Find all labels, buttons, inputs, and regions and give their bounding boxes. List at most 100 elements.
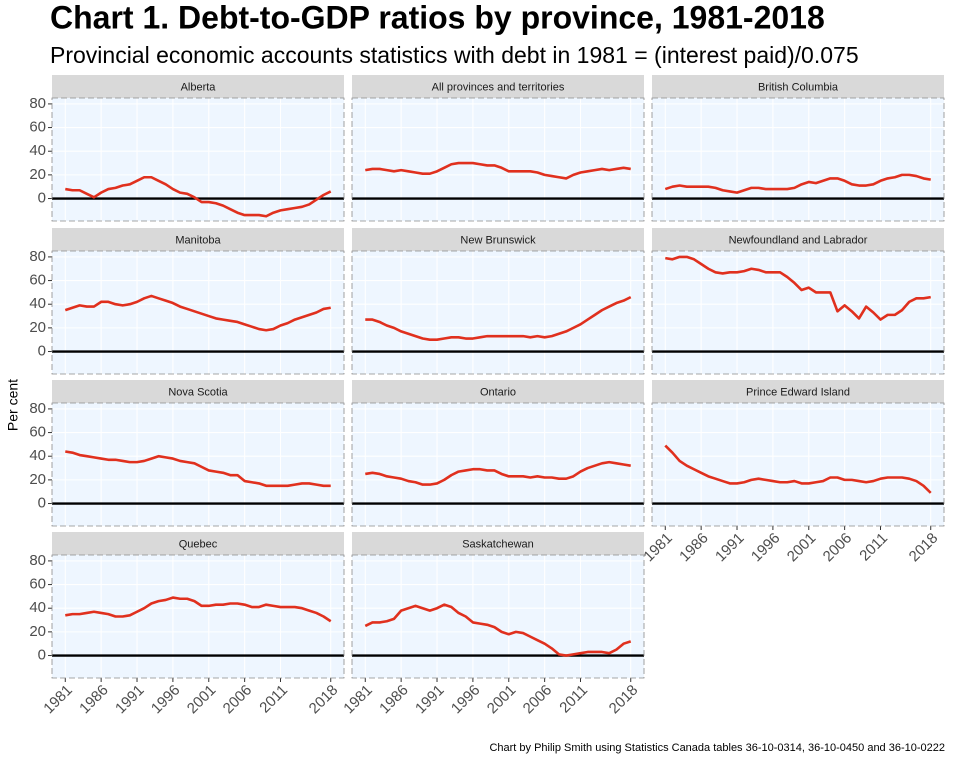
data-line bbox=[664, 173, 931, 194]
strip bbox=[52, 75, 344, 98]
data-line bbox=[664, 444, 932, 494]
x-tick-label: 1996 bbox=[748, 530, 784, 566]
y-tick-label: 0 bbox=[38, 646, 46, 663]
x-tick-label: 1986 bbox=[376, 682, 412, 718]
data-line bbox=[365, 161, 631, 180]
panel: Ontario bbox=[351, 380, 645, 527]
data-line bbox=[65, 450, 331, 488]
panel: All provinces and territories bbox=[351, 75, 645, 222]
x-tick-label: 2018 bbox=[606, 682, 642, 718]
x-tick-label: 1986 bbox=[676, 530, 712, 566]
x-tick-label: 1981 bbox=[340, 682, 376, 718]
y-tick-label: 20 bbox=[29, 166, 46, 183]
strip-title: Quebec bbox=[179, 538, 218, 550]
strip-title: Saskatchewan bbox=[462, 538, 534, 550]
strip bbox=[52, 380, 344, 403]
panel-background bbox=[652, 403, 944, 526]
panel-border bbox=[51, 554, 345, 679]
panel-border bbox=[51, 250, 345, 375]
panel: Newfoundland and Labrador bbox=[651, 228, 945, 375]
y-tick-label: 80 bbox=[29, 95, 46, 112]
strip bbox=[652, 380, 944, 403]
x-tick-label: 1991 bbox=[412, 682, 448, 718]
chart-title: Chart 1. Debt-to-GDP ratios by province,… bbox=[50, 0, 825, 35]
x-tick-label: 1986 bbox=[76, 682, 112, 718]
chart-subtitle: Provincial economic accounts statistics … bbox=[50, 42, 859, 68]
panel-background bbox=[652, 98, 944, 221]
panel-border bbox=[351, 402, 645, 527]
x-tick-label: 2006 bbox=[520, 682, 556, 718]
panel-border bbox=[51, 97, 345, 222]
strip bbox=[352, 228, 644, 251]
panel-border bbox=[351, 554, 645, 679]
strip-title: Prince Edward Island bbox=[746, 386, 850, 398]
data-line bbox=[64, 294, 331, 332]
panel-border bbox=[351, 97, 645, 222]
y-axis-label: Per cent bbox=[5, 379, 21, 431]
x-tick-label: 2001 bbox=[184, 682, 220, 718]
y-tick-label: 0 bbox=[38, 342, 46, 359]
x-tick-label: 2006 bbox=[820, 530, 856, 566]
y-tick-label: 0 bbox=[38, 494, 46, 511]
strip-title: New Brunswick bbox=[460, 234, 536, 246]
data-line bbox=[365, 460, 631, 486]
y-tick-label: 60 bbox=[29, 272, 46, 289]
y-tick-label: 0 bbox=[38, 189, 46, 206]
strip-title: Nova Scotia bbox=[168, 386, 228, 398]
y-tick-label: 40 bbox=[29, 599, 46, 616]
panel: Manitoba 0 20 40 60 80 bbox=[29, 228, 345, 375]
x-tick-label: 2018 bbox=[906, 530, 942, 566]
x-tick-label: 1991 bbox=[712, 530, 748, 566]
data-line bbox=[65, 596, 332, 623]
strip-title: Alberta bbox=[181, 81, 217, 93]
strip-title: Newfoundland and Labrador bbox=[729, 234, 868, 246]
data-line bbox=[364, 603, 632, 657]
strip bbox=[352, 75, 644, 98]
x-tick-label: 1981 bbox=[640, 530, 676, 566]
x-tick-label: 2011 bbox=[556, 682, 591, 717]
strip bbox=[652, 75, 944, 98]
x-tick-label: 1996 bbox=[148, 682, 184, 718]
y-tick-label: 80 bbox=[29, 248, 46, 265]
panel: Nova Scotia 0 20 40 60 80 bbox=[29, 380, 345, 527]
x-tick-label: 2018 bbox=[306, 682, 342, 718]
strip-title: Ontario bbox=[480, 386, 516, 398]
panel: Alberta 0 20 40 60 80 bbox=[29, 75, 345, 222]
y-tick-label: 60 bbox=[29, 424, 46, 441]
strip bbox=[652, 228, 944, 251]
caption: Chart by Philip Smith using Statistics C… bbox=[489, 742, 945, 754]
strip bbox=[52, 228, 344, 251]
strip-title: British Columbia bbox=[758, 81, 839, 93]
data-line bbox=[365, 295, 632, 341]
x-tick-label: 1981 bbox=[40, 682, 76, 718]
panel-border bbox=[51, 402, 345, 527]
panel-background bbox=[352, 98, 644, 221]
y-tick-label: 20 bbox=[29, 471, 46, 488]
y-tick-label: 20 bbox=[29, 623, 46, 640]
strip bbox=[352, 380, 644, 403]
panel-border bbox=[651, 97, 945, 222]
y-tick-label: 80 bbox=[29, 400, 46, 417]
y-tick-label: 60 bbox=[29, 119, 46, 136]
y-tick-label: 40 bbox=[29, 447, 46, 464]
panel-background bbox=[52, 555, 344, 678]
panel-border bbox=[651, 250, 945, 375]
x-tick-label: 1991 bbox=[112, 682, 148, 718]
strip bbox=[52, 532, 344, 555]
panel: Saskatchewan 1981 1986 1991 1996 2001 2006 2011… bbox=[340, 532, 645, 718]
y-tick-label: 40 bbox=[29, 142, 46, 159]
x-tick-label: 1996 bbox=[448, 682, 484, 718]
y-tick-label: 40 bbox=[29, 295, 46, 312]
panel-background bbox=[52, 98, 344, 221]
x-tick-label: 2006 bbox=[220, 682, 256, 718]
y-tick-label: 80 bbox=[29, 552, 46, 569]
data-line bbox=[65, 175, 332, 218]
panel-border bbox=[651, 402, 945, 527]
data-line bbox=[665, 255, 931, 321]
panel: Prince Edward Island 1981 1986 1991 1996 2001… bbox=[640, 380, 945, 566]
x-tick-label: 2001 bbox=[784, 530, 820, 566]
panel: British Columbia bbox=[651, 75, 945, 222]
x-tick-label: 2011 bbox=[256, 682, 291, 717]
